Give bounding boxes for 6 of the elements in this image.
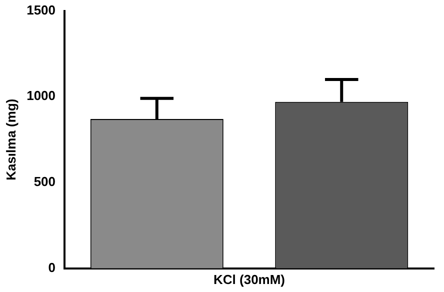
y-tick-label: 1000	[26, 88, 56, 104]
y-axis-title: Kasılma (mg)	[3, 98, 18, 180]
y-tick-label: 0	[48, 260, 56, 275]
x-axis-title: KCl (30mM)	[214, 272, 286, 287]
y-tick-label: 500	[34, 174, 56, 190]
y-tick-label: 1500	[26, 2, 56, 18]
